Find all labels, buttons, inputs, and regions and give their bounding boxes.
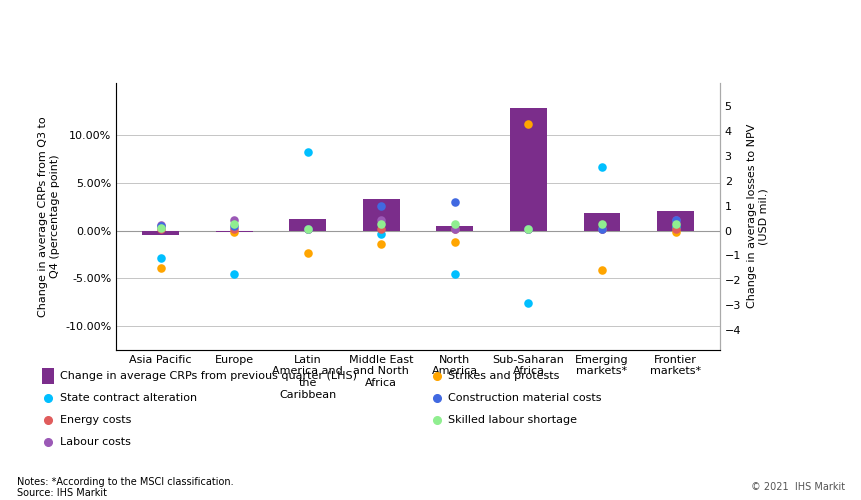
- Bar: [215, 230, 252, 232]
- Point: [227, 228, 241, 236]
- Point: [374, 224, 387, 232]
- Point: [668, 216, 682, 224]
- Point: [594, 224, 608, 232]
- Bar: [362, 199, 400, 230]
- Point: [668, 216, 682, 224]
- Point: [227, 270, 241, 278]
- Point: [668, 228, 682, 236]
- Point: [448, 226, 461, 234]
- Text: Notes: *According to the MSCI classification.
Source: IHS Markit: Notes: *According to the MSCI classifica…: [17, 476, 233, 498]
- Bar: [510, 108, 546, 230]
- Point: [300, 249, 314, 257]
- Point: [300, 226, 314, 234]
- Point: [594, 220, 608, 228]
- Bar: [583, 214, 620, 230]
- Text: Labour costs: Labour costs: [59, 438, 131, 448]
- Text: Skilled labour shortage: Skilled labour shortage: [448, 415, 577, 425]
- Point: [521, 224, 535, 232]
- Point: [668, 223, 682, 231]
- Point: [300, 224, 314, 232]
- Point: [521, 226, 535, 234]
- Point: [448, 238, 461, 246]
- Point: [153, 224, 167, 232]
- Point: [374, 202, 387, 209]
- Y-axis label: Change in average CRPs from Q3 to
Q4 (percentage point): Change in average CRPs from Q3 to Q4 (pe…: [38, 116, 59, 316]
- Point: [448, 270, 461, 278]
- Point: [374, 230, 387, 237]
- Point: [594, 266, 608, 274]
- Point: [594, 226, 608, 234]
- Point: [153, 222, 167, 230]
- Point: [594, 226, 608, 234]
- Point: [227, 220, 241, 228]
- Bar: [142, 230, 179, 235]
- Point: [521, 298, 535, 306]
- Point: [521, 226, 535, 234]
- Point: [227, 216, 241, 224]
- Point: [374, 220, 387, 228]
- Text: © 2021  IHS Markit: © 2021 IHS Markit: [750, 482, 844, 492]
- Text: Energy costs: Energy costs: [59, 415, 131, 425]
- Point: [227, 226, 241, 234]
- Point: [521, 226, 535, 234]
- Point: [521, 120, 535, 128]
- Point: [448, 220, 461, 228]
- Bar: [289, 219, 325, 230]
- Text: Change in average CRPs from previous quarter (LHS): Change in average CRPs from previous qua…: [59, 371, 356, 381]
- Text: Construction material costs: Construction material costs: [448, 393, 601, 403]
- Text: State contract alteration: State contract alteration: [59, 393, 197, 403]
- Point: [448, 198, 461, 206]
- Point: [668, 226, 682, 234]
- Point: [300, 226, 314, 234]
- Point: [594, 163, 608, 171]
- Point: [374, 216, 387, 224]
- Y-axis label: Change in average losses to NPV
(USD mil.): Change in average losses to NPV (USD mil…: [746, 124, 767, 308]
- Point: [153, 224, 167, 232]
- Point: [153, 254, 167, 262]
- Point: [153, 221, 167, 229]
- Bar: [436, 226, 473, 230]
- Text: Strikes and protests: Strikes and protests: [448, 371, 559, 381]
- Point: [448, 224, 461, 232]
- Point: [227, 222, 241, 230]
- Text: Key country risk factors driving changes in CRPs across all geographies and sect: Key country risk factors driving changes…: [10, 16, 770, 44]
- FancyBboxPatch shape: [42, 368, 53, 384]
- Point: [374, 240, 387, 248]
- Point: [300, 226, 314, 234]
- Point: [300, 148, 314, 156]
- Bar: [656, 210, 693, 231]
- Point: [668, 220, 682, 228]
- Point: [153, 264, 167, 272]
